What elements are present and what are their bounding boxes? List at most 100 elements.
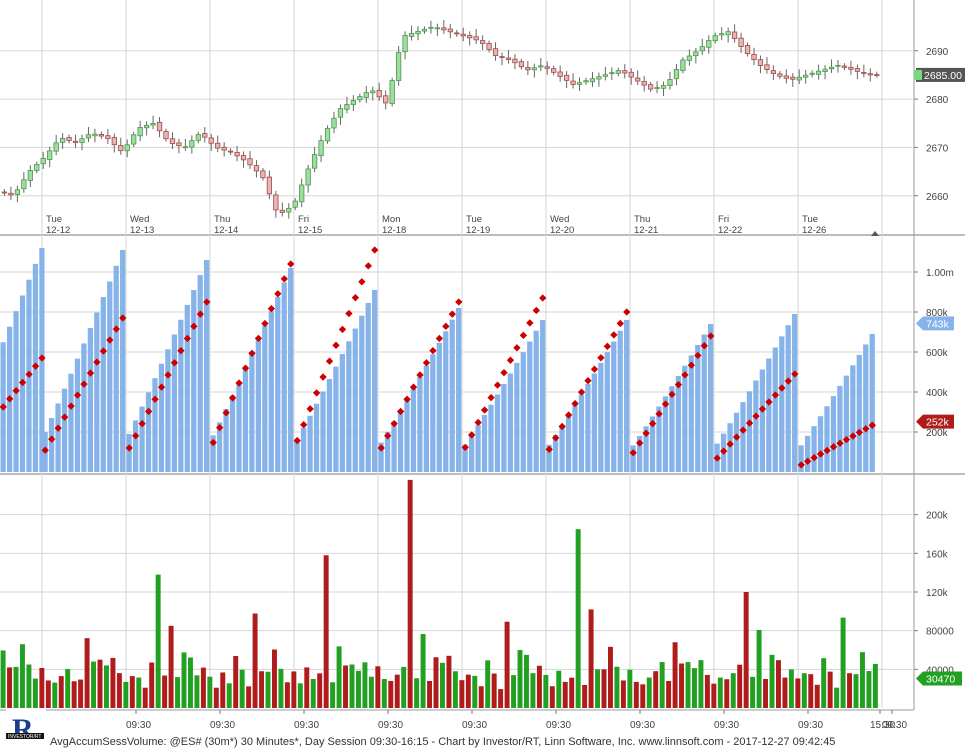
avg-accum-marker [18, 378, 27, 387]
avg-accum-marker [500, 369, 508, 377]
candle-up [370, 90, 376, 94]
accum-volume-bar [798, 445, 804, 472]
x-tick-label: 09:30 [798, 720, 823, 731]
accum-volume-bar [817, 416, 824, 472]
accum-volume-bar [300, 427, 307, 472]
accum-volume-bar [423, 365, 429, 472]
barvol-up-bar [517, 650, 523, 708]
candle-down [473, 36, 479, 41]
candle-down [563, 74, 570, 81]
accum-volume-bar [391, 421, 397, 472]
price-tick-label: 2690 [926, 47, 949, 58]
accum-volume-bar [494, 394, 501, 472]
barvol-up-bar [614, 666, 620, 708]
avg-accum-marker [713, 454, 721, 462]
accum-volume-bar [81, 343, 87, 472]
avg-accum-marker [209, 438, 217, 447]
avg-accum-marker [254, 334, 263, 343]
barvol-down-bar [168, 625, 174, 708]
avg-accum-marker [177, 346, 185, 355]
accum-volume-bar [649, 416, 656, 472]
accum-volume-bar [701, 334, 707, 472]
day-label-weekday: Tue [466, 214, 482, 225]
candle-up [189, 140, 195, 148]
accum-volume-bar [294, 439, 300, 472]
volume-tick-label: 400k [926, 388, 949, 399]
accum-volume-bar [585, 383, 591, 472]
barvol-down-bar [569, 677, 575, 708]
candle-up [615, 70, 621, 74]
day-label-date: 12-21 [634, 225, 658, 236]
accum-volume-bar [804, 435, 811, 472]
candle-up [686, 55, 693, 61]
accum-volume-bar [604, 352, 610, 472]
candle-down [66, 137, 72, 141]
avg-accum-marker [371, 246, 379, 254]
barvol-up-bar [194, 675, 200, 708]
candle-down [253, 165, 260, 172]
day-label-date: 12-26 [802, 225, 826, 236]
candle-up [389, 80, 395, 105]
candle-down [202, 133, 208, 138]
avg-accum-marker [655, 410, 663, 418]
avg-accum-marker [739, 426, 747, 434]
accum-volume-bar [352, 328, 358, 472]
barvol-tick-label: 160k [926, 549, 949, 560]
avg-accum-marker [203, 298, 211, 306]
day-label-date: 12-13 [130, 225, 154, 236]
barvol-up-bar [769, 654, 775, 708]
barvol-down-bar [407, 479, 413, 708]
candle-down [557, 71, 563, 77]
accum-volume-bar [636, 435, 643, 472]
accum-volume-bar [656, 406, 662, 472]
candle-up [822, 68, 828, 72]
candle-up [660, 85, 667, 89]
accum-volume-bar [145, 392, 152, 472]
barvol-down-bar [388, 680, 394, 708]
candle-down [273, 194, 279, 211]
accum-volume-bar [152, 378, 158, 472]
avg-accum-marker [804, 457, 812, 465]
barvol-down-bar [847, 673, 853, 708]
accum-volume-bar [397, 410, 404, 472]
accum-volume-bar [785, 325, 791, 472]
day-label-date: 12-14 [214, 225, 238, 236]
barvol-up-bar [691, 668, 697, 708]
avg-accum-marker [164, 371, 172, 379]
avg-accum-marker [274, 290, 282, 298]
candle-down [234, 152, 240, 157]
avg-accum-marker [280, 275, 288, 283]
accum-volume-bar [488, 404, 494, 472]
candle-down [874, 74, 880, 76]
candle-up [609, 72, 615, 75]
accum-volume-bar [468, 435, 475, 472]
avg-accum-marker [190, 322, 198, 331]
barvol-tick-label: 200k [926, 511, 949, 522]
candle-up [137, 127, 143, 137]
day-label-weekday: Fri [718, 214, 729, 225]
accum-volume-bar [229, 395, 236, 472]
candle-up [531, 67, 537, 71]
avg-accum-marker [390, 419, 398, 428]
avg-accum-marker [862, 425, 870, 433]
barvol-up-bar [750, 676, 756, 708]
accum-volume-bar [565, 414, 572, 472]
avg-accum-marker [31, 362, 40, 370]
avg-accum-marker [293, 436, 301, 445]
candle-up [337, 108, 344, 118]
candle-up [421, 28, 428, 32]
barvol-down-bar [142, 687, 148, 708]
barvol-down-bar [478, 686, 484, 708]
candle-up [305, 168, 311, 186]
barvol-down-bar [782, 677, 788, 708]
candle-up [47, 150, 53, 160]
candle-down [98, 134, 105, 137]
avg-accum-marker [38, 354, 46, 362]
accum-volume-bar [843, 375, 849, 472]
candle-down [260, 170, 266, 179]
avg-accum-marker [474, 418, 482, 427]
avg-accum-marker [842, 435, 851, 444]
candle-down [841, 65, 848, 68]
accum-volume-bar [158, 363, 165, 472]
barvol-down-bar [588, 609, 594, 708]
